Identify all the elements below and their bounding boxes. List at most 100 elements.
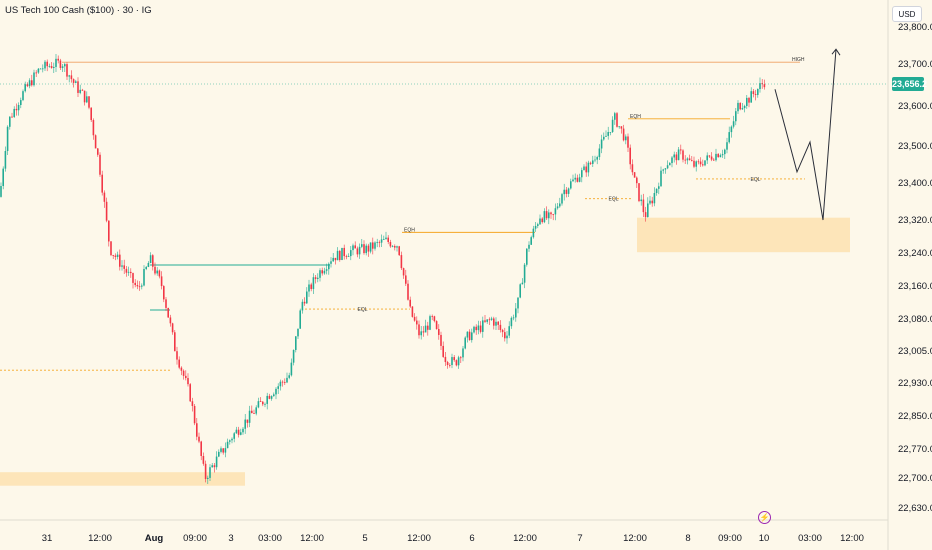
candle-up xyxy=(510,317,513,327)
candle-up xyxy=(730,126,733,133)
candle-up xyxy=(240,432,242,435)
candle-up xyxy=(581,170,583,178)
candle-down xyxy=(132,273,134,283)
candle-down xyxy=(636,177,638,184)
candle-down xyxy=(268,395,271,399)
candle-up xyxy=(743,105,746,109)
candle-down xyxy=(125,268,128,273)
time-tick-label: 12:00 xyxy=(300,533,324,544)
candle-down xyxy=(460,357,462,359)
time-tick-label: 12:00 xyxy=(407,533,431,544)
candle-down xyxy=(182,370,185,376)
candle-down xyxy=(697,161,700,163)
candle-up xyxy=(592,160,594,164)
candle-down xyxy=(46,61,48,67)
candle-down xyxy=(259,401,262,402)
candle-up xyxy=(603,136,605,140)
candle-up xyxy=(519,284,521,298)
candle-up xyxy=(517,297,519,309)
candle-up xyxy=(306,291,308,304)
price-tick-label: 23,600.0 xyxy=(898,101,932,112)
candle-down xyxy=(339,250,341,261)
candle-up xyxy=(750,91,752,103)
symbol-title[interactable]: US Tech 100 Cash ($100) · 30 · IG xyxy=(5,5,152,16)
candle-down xyxy=(442,345,444,357)
level-label-eql: EQL xyxy=(358,307,368,313)
candle-up xyxy=(37,68,40,73)
candle-down xyxy=(101,174,103,193)
candle-up xyxy=(156,270,158,274)
candle-up xyxy=(548,212,550,219)
candle-up xyxy=(44,61,46,69)
candle-up xyxy=(295,336,297,350)
candle-down xyxy=(545,211,548,219)
candle-down xyxy=(416,320,418,325)
candle-down xyxy=(453,357,455,361)
candle-up xyxy=(325,269,328,271)
last-price-badge xyxy=(892,77,924,91)
time-tick-label: 12:00 xyxy=(840,533,864,544)
candle-down xyxy=(752,91,755,95)
candle-up xyxy=(365,245,367,254)
candle-up xyxy=(706,155,708,161)
candle-up xyxy=(235,429,238,434)
projection-path xyxy=(774,48,841,221)
candle-up xyxy=(116,254,119,257)
candle-up xyxy=(385,237,387,240)
candle-up xyxy=(611,119,614,132)
candle-down xyxy=(185,375,187,379)
currency-button[interactable]: USD xyxy=(892,6,922,22)
candle-down xyxy=(189,384,191,402)
candle-down xyxy=(488,319,491,321)
candle-up xyxy=(48,66,51,67)
candle-down xyxy=(81,89,84,91)
time-tick-label: 5 xyxy=(362,533,367,544)
candle-down xyxy=(638,183,640,202)
candle-down xyxy=(83,90,86,103)
candle-down xyxy=(552,214,554,216)
lightning-icon[interactable]: ⚡ xyxy=(758,511,771,524)
candle-down xyxy=(702,164,704,166)
candle-down xyxy=(94,135,97,149)
candle-down xyxy=(684,159,686,161)
candle-up xyxy=(4,151,7,169)
candle-down xyxy=(119,254,121,267)
time-axis[interactable]: 31 12:00 Aug 09:00 3 03:00 12:00 5 12:00 6 12:00 7 1… xyxy=(42,533,864,544)
candle-up xyxy=(451,357,453,366)
level-label-eql: EQL xyxy=(609,197,619,203)
candle-up xyxy=(207,477,209,479)
time-tick-label: 12:00 xyxy=(513,533,537,544)
candle-down xyxy=(202,456,205,464)
candle-up xyxy=(556,206,559,209)
candle-down xyxy=(237,429,240,435)
price-tick-label: 22,850.0 xyxy=(898,411,932,422)
candle-down xyxy=(72,79,75,83)
candle-up xyxy=(61,66,64,68)
time-tick-label: 10 xyxy=(759,533,770,544)
candle-down xyxy=(200,441,202,457)
candle-up xyxy=(341,247,343,261)
candle-down xyxy=(409,299,411,307)
candle-down xyxy=(152,255,154,267)
candle-up xyxy=(257,401,260,408)
time-tick-label: 31 xyxy=(42,533,53,544)
candle-up xyxy=(352,245,354,251)
candle-up xyxy=(6,126,9,152)
candle-down xyxy=(449,365,451,366)
candle-down xyxy=(262,401,264,405)
candle-up xyxy=(279,381,282,387)
candle-up xyxy=(79,89,81,93)
candle-up xyxy=(220,448,222,452)
time-tick-label: 12:00 xyxy=(88,533,112,544)
candle-up xyxy=(121,265,123,267)
candle-down xyxy=(198,436,200,442)
candle-up xyxy=(273,394,275,397)
price-axis[interactable]: 23,800.0 23,700.0 23,600.0 23,500.0 23,400.0… xyxy=(898,22,932,514)
candle-up xyxy=(695,161,697,167)
candle-up xyxy=(759,83,761,90)
candle-up xyxy=(2,168,4,187)
candle-up xyxy=(242,428,244,433)
candle-down xyxy=(433,316,436,322)
candle-up xyxy=(28,80,31,87)
